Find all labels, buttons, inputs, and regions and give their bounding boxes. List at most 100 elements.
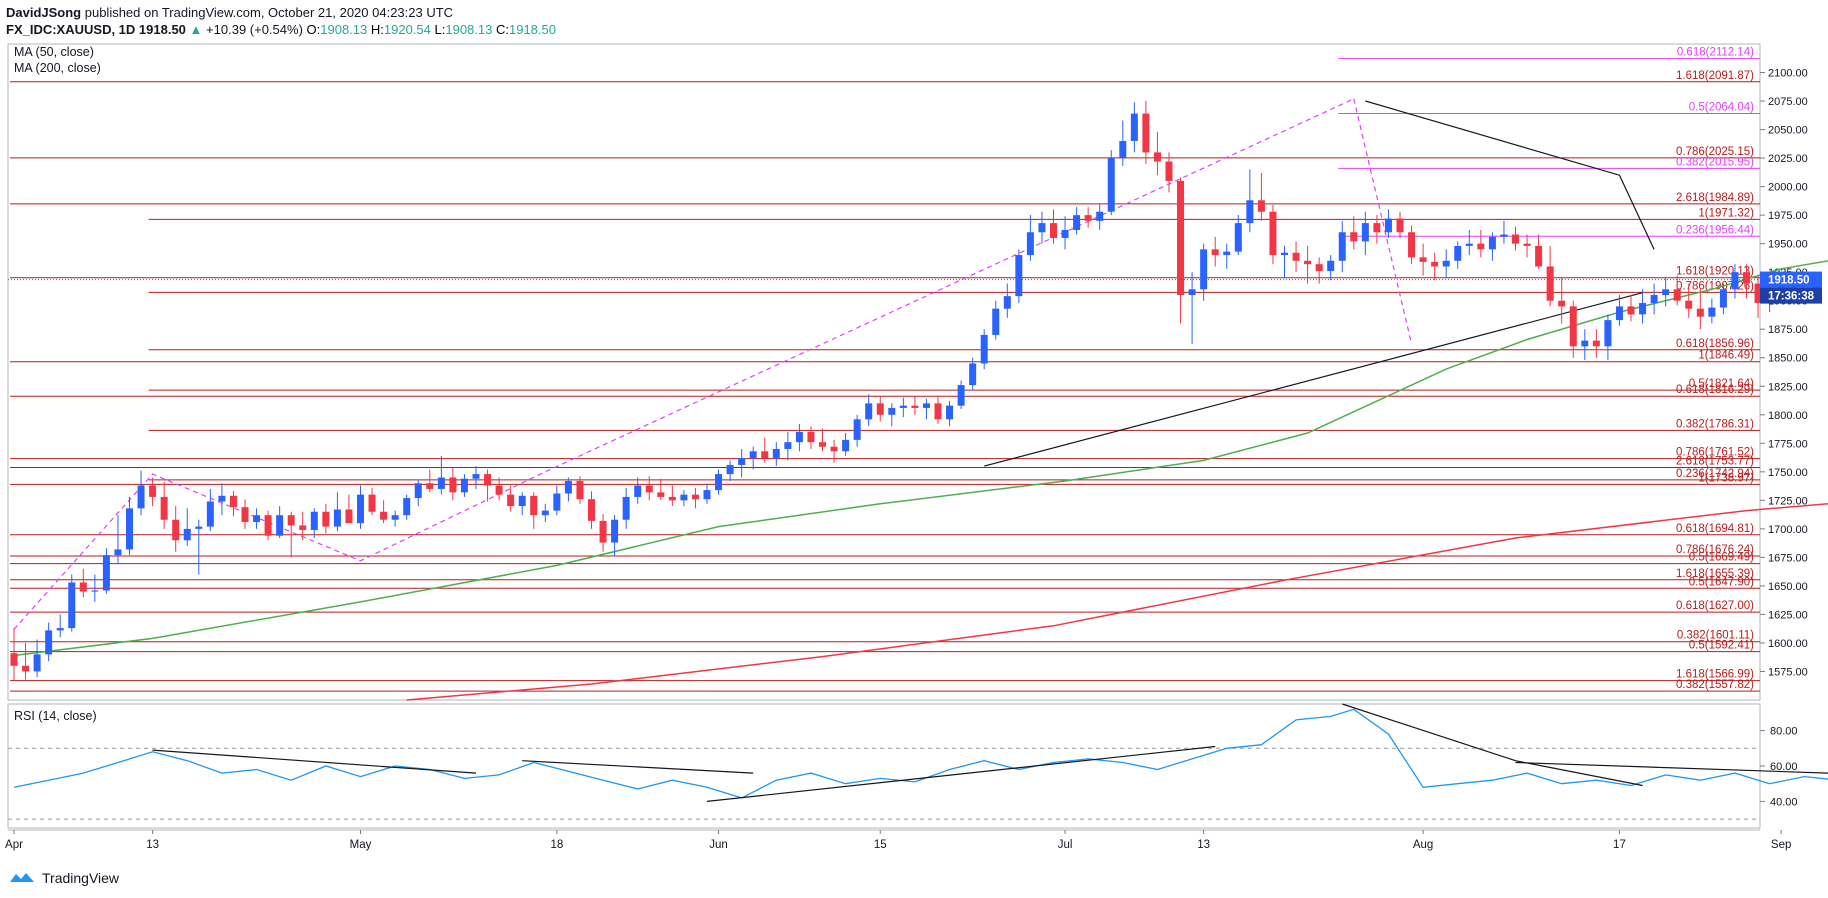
rsi-trendline [1515, 761, 1828, 774]
candle-body [726, 464, 734, 475]
time-tick-label: 18 [550, 839, 563, 851]
rsi-tick-label: 80.00 [1770, 726, 1798, 738]
candle-body [772, 449, 780, 459]
candle-body [1662, 289, 1670, 295]
candle-body [1188, 289, 1196, 295]
rsi-pane-frame [7, 703, 1761, 829]
candle-body [460, 478, 468, 493]
candle-body [853, 419, 861, 440]
candle-body [946, 405, 954, 420]
candle-body [218, 495, 226, 502]
candle-body [102, 555, 110, 591]
time-tick-label: 13 [146, 839, 159, 851]
candle-body [1304, 260, 1312, 265]
candle-body [1177, 180, 1185, 295]
price-tick-label: 1675.00 [1768, 552, 1808, 564]
candle-body [1281, 252, 1288, 256]
candle-body [56, 628, 64, 631]
author-name[interactable]: DavidJSong [6, 5, 82, 20]
level-label: 0.236(1956.44) [1676, 224, 1754, 236]
candle-body [691, 494, 699, 500]
candle-body [426, 483, 434, 489]
candle-body [1211, 249, 1219, 256]
candle-body [749, 451, 757, 459]
price-tick-label: 1625.00 [1768, 609, 1808, 621]
change-arrow-icon: ▲ [189, 22, 203, 37]
countdown-label: 17:36:38 [1768, 291, 1815, 303]
last-price-badge-label: 1918.50 [1768, 275, 1810, 287]
candle-body [1546, 266, 1554, 301]
candle-body [1512, 234, 1519, 244]
candle-body [1338, 232, 1346, 261]
footer-brand[interactable]: TradingView [8, 870, 119, 886]
trendline [1353, 98, 1413, 345]
level-label: 1(1738.97) [1698, 472, 1754, 484]
price-tick-label: 2100.00 [1768, 68, 1808, 80]
price-tick-label: 1850.00 [1768, 353, 1808, 365]
candle-body [1292, 252, 1300, 261]
candle-body [160, 496, 168, 520]
candle-body [1130, 113, 1138, 141]
candle-body [819, 442, 826, 447]
symbol-line: FX_IDC:XAUUSD, 1D 1918.50 ▲ +10.39 (+0.5… [6, 21, 556, 38]
candle-body [1396, 218, 1404, 233]
candle-body [1119, 140, 1127, 159]
candle-body [149, 485, 157, 497]
last-price-badge [1760, 271, 1822, 288]
candle-body [1003, 296, 1011, 309]
level-label: 0.786(2025.15) [1676, 146, 1754, 158]
time-tick-label: 15 [874, 839, 887, 851]
candle-body [599, 520, 607, 543]
candle-body [126, 508, 133, 550]
candle-body [114, 549, 122, 556]
candle-body [576, 480, 584, 500]
candle-body [1465, 243, 1473, 246]
candle-body [1246, 200, 1254, 224]
candle-body [518, 495, 526, 507]
change-value: +10.39 (+0.54%) [206, 22, 303, 37]
candle-body [1165, 161, 1173, 181]
time-tick-label: May [350, 839, 372, 851]
candle-body [1015, 255, 1023, 297]
candle-body [738, 458, 746, 465]
countdown-badge [1760, 287, 1822, 304]
candle-body [137, 485, 145, 509]
candle-body [1361, 223, 1369, 242]
candle-body [1038, 223, 1046, 233]
candle-body [553, 493, 561, 511]
candle-body [91, 590, 99, 592]
candle-body [761, 451, 769, 459]
time-tick-label: Apr [5, 839, 23, 851]
candle-body [842, 439, 850, 452]
ma50-legend: MA (50, close) [14, 45, 94, 59]
candle-body [1615, 306, 1623, 321]
price-tick-label: 2075.00 [1768, 96, 1808, 108]
candle-body [911, 405, 919, 408]
level-label: 0.5(1669.49) [1689, 552, 1754, 564]
candle-body [1026, 232, 1034, 256]
candle-body [830, 446, 838, 452]
candle-body [1142, 113, 1150, 153]
candle-body [10, 653, 18, 666]
candle-body [1223, 251, 1231, 256]
candle-body [969, 363, 977, 386]
candle-body [264, 515, 272, 536]
candle-body [1639, 302, 1647, 315]
rsi-trendline [522, 760, 754, 774]
level-label: 0.618(2112.14) [1677, 47, 1754, 59]
candle-body [1327, 260, 1335, 272]
publish-line: DavidJSong published on TradingView.com,… [6, 4, 556, 21]
candle-body [1373, 223, 1381, 233]
candle-body [657, 492, 665, 497]
candle-body [622, 496, 630, 520]
level-label: 0.786(1907.26) [1676, 280, 1754, 292]
ma200-legend: MA (200, close) [14, 61, 101, 75]
time-tick-label: 13 [1197, 839, 1210, 851]
level-label: 0.5(1821.64) [1689, 378, 1754, 390]
candle-body [1523, 243, 1531, 246]
trendline [1365, 100, 1655, 250]
candle-body [403, 498, 411, 516]
ohlc-values: O:1908.13 H:1920.54 L:1908.13 C:1918.50 [306, 22, 556, 37]
tradingview-logo-icon [10, 873, 34, 882]
